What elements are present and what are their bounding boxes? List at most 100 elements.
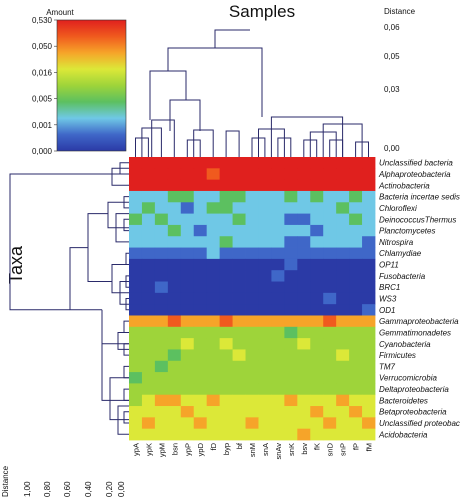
heatmap-cell [362, 372, 376, 384]
heatmap-cell [297, 349, 311, 362]
heatmap-cell [362, 428, 376, 441]
heatmap-cell [167, 349, 182, 362]
row-label: OP11 [379, 261, 399, 270]
heatmap-cell [271, 270, 285, 282]
heatmap-cell [206, 258, 221, 271]
heatmap-cell [362, 247, 376, 260]
heatmap-cell [141, 247, 156, 260]
column-label: snP [339, 443, 348, 456]
heatmap-cell [310, 326, 324, 339]
heatmap-cell [193, 213, 208, 226]
left-distance-tick-label: 0,20 [105, 481, 114, 497]
heatmap-cell [129, 168, 143, 181]
heatmap-cell [336, 213, 350, 226]
heatmap-cell [362, 202, 376, 214]
heatmap-cell [362, 383, 376, 396]
heatmap-cell [206, 202, 221, 214]
heatmap-cell [141, 281, 156, 294]
heatmap-cell [323, 190, 337, 203]
heatmap-cell [167, 270, 182, 282]
column-label: fP [352, 443, 361, 450]
heatmap-cell [362, 360, 376, 373]
heatmap-cell [219, 372, 233, 384]
heatmap-cell [154, 326, 169, 339]
heatmap-cell [232, 213, 246, 226]
heatmap-cell [154, 394, 169, 407]
heatmap-cell [271, 406, 285, 418]
heatmap-cell [129, 428, 143, 441]
heatmap-cell [167, 326, 182, 339]
heatmap-cell [154, 372, 169, 384]
heatmap-cell [297, 179, 311, 192]
heatmap-cell [154, 406, 169, 418]
heatmap-cell [180, 315, 195, 328]
heatmap-cell [206, 304, 221, 316]
heatmap-cell [193, 236, 208, 248]
heatmap-cell [297, 428, 311, 441]
heatmap-cell [219, 406, 233, 418]
heatmap-cell [245, 428, 259, 441]
dendrogram-branch [123, 365, 129, 379]
heatmap-cell [323, 224, 337, 237]
heatmap-cell [336, 338, 350, 350]
dendrogram-branch [149, 70, 187, 120]
heatmap-cell [180, 406, 195, 418]
heatmap-cell [167, 428, 182, 441]
heatmap-cell [219, 202, 233, 214]
column-label: byp [222, 443, 231, 455]
dendrogram-branch [111, 167, 129, 186]
heatmap-cell [349, 179, 363, 192]
heatmap-cell [336, 360, 350, 373]
dendrogram-branch [151, 119, 175, 157]
heatmap-cell [154, 213, 169, 226]
heatmap-cell [154, 349, 169, 362]
column-label: ypA [131, 443, 140, 456]
heatmap-cell [297, 372, 311, 384]
heatmap-cell [129, 258, 143, 271]
heatmap-cell [180, 338, 195, 350]
heatmap-cell [206, 236, 221, 248]
heatmap-cell [336, 258, 350, 271]
heatmap-cell [336, 179, 350, 192]
column-label: snD [326, 442, 335, 456]
heatmap-cell [284, 270, 298, 282]
row-label: Gemmatimonadetes [379, 328, 451, 337]
heatmap-cell [167, 360, 182, 373]
column-label: snAv [274, 443, 283, 460]
heatmap-cell [219, 168, 233, 181]
y-axis-title: Taxa [6, 245, 26, 284]
heatmap-cell [206, 190, 221, 203]
row-label: Nitrospira [379, 238, 414, 247]
heatmap-cell [258, 281, 272, 294]
column-label: snA [261, 443, 270, 456]
row-label: TM7 [379, 362, 396, 371]
column-label: ypP [183, 443, 192, 456]
heatmap-cell [323, 372, 337, 384]
heatmap-cell [258, 157, 272, 169]
heatmap-cell [219, 338, 233, 350]
heatmap-cell [323, 338, 337, 350]
heatmap-cell [362, 179, 376, 192]
heatmap-cell [349, 236, 363, 248]
heatmap-cell [349, 168, 363, 181]
row-label: Bacteroidetes [379, 396, 428, 405]
heatmap-cell [297, 281, 311, 294]
heatmap-cell [232, 428, 246, 441]
heatmap-cell [245, 338, 259, 350]
heatmap-cell [362, 236, 376, 248]
heatmap-cell [284, 213, 298, 226]
heatmap-cell [271, 247, 285, 260]
row-label: Unclassified proteobac [379, 419, 460, 428]
heatmap-cell [336, 157, 350, 169]
heatmap-cell [271, 338, 285, 350]
heatmap-cell [258, 394, 272, 407]
heatmap-cell [141, 258, 156, 271]
heatmap-cell [284, 258, 298, 271]
heatmap-cell [245, 190, 259, 203]
heatmap-cell [349, 292, 363, 305]
heatmap-cell [193, 224, 208, 237]
heatmap-cell [206, 428, 221, 441]
heatmap-cell [141, 315, 156, 328]
heatmap-cell [362, 270, 376, 282]
heatmap-cell [271, 372, 285, 384]
